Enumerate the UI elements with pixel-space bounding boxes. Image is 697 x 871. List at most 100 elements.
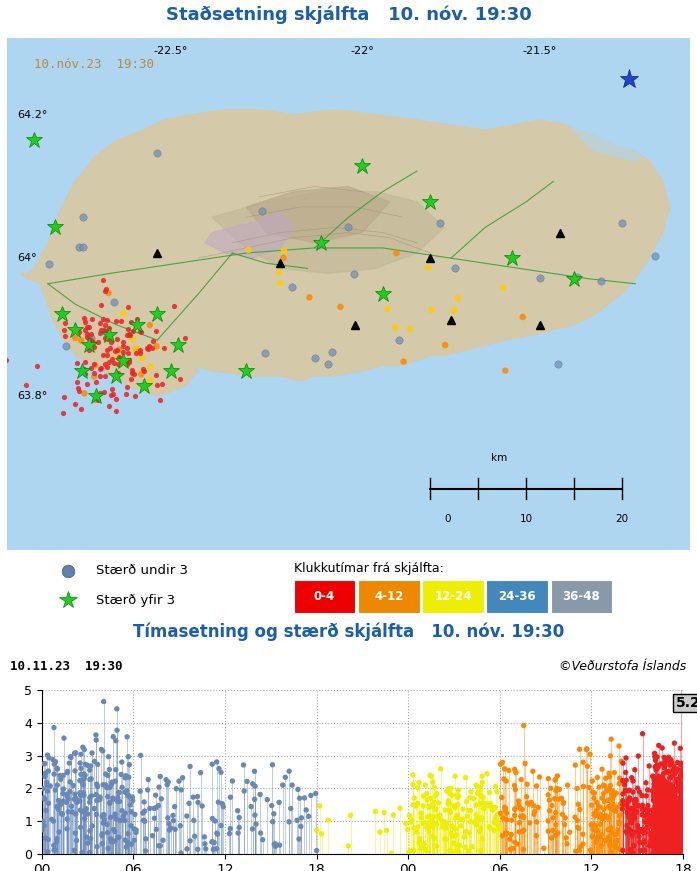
Point — [621, 773, 632, 787]
Point — [675, 797, 687, 811]
Point — [668, 760, 680, 773]
Point — [666, 822, 677, 836]
Point — [90, 358, 101, 372]
Point — [675, 798, 687, 812]
Point — [82, 377, 93, 391]
Point — [136, 351, 147, 365]
Point — [461, 809, 473, 823]
Point — [74, 384, 85, 398]
Point — [592, 831, 604, 845]
Point — [659, 795, 670, 809]
Point — [470, 798, 482, 812]
Point — [285, 801, 296, 815]
Point — [98, 322, 109, 336]
Point — [112, 791, 123, 805]
Point — [664, 792, 675, 806]
Point — [286, 280, 298, 294]
Point — [284, 764, 295, 778]
Point — [141, 341, 153, 355]
Point — [613, 814, 625, 828]
Point — [574, 802, 585, 816]
Point — [144, 318, 155, 332]
Point — [667, 802, 678, 816]
Point — [634, 830, 645, 844]
Point — [65, 775, 76, 789]
Point — [85, 361, 96, 375]
Point — [473, 787, 484, 800]
Point — [676, 803, 687, 817]
Point — [645, 837, 656, 851]
Point — [667, 830, 678, 844]
Point — [429, 795, 440, 809]
Point — [621, 825, 632, 839]
Point — [243, 243, 254, 257]
Point — [659, 829, 671, 843]
Point — [98, 816, 109, 830]
Point — [66, 800, 77, 814]
Point — [592, 823, 604, 837]
Point — [650, 788, 661, 802]
Point — [118, 307, 129, 321]
Point — [590, 819, 601, 833]
Point — [255, 826, 266, 840]
Point — [102, 343, 113, 357]
Point — [671, 840, 682, 854]
Point — [116, 780, 128, 794]
Point — [227, 774, 238, 788]
Point — [118, 809, 129, 823]
Point — [582, 760, 593, 773]
Point — [61, 822, 72, 836]
Point — [559, 818, 570, 832]
Point — [225, 790, 236, 804]
Point — [607, 792, 618, 806]
Point — [674, 840, 685, 854]
Point — [669, 795, 680, 809]
Point — [665, 778, 676, 792]
Point — [434, 217, 445, 231]
Point — [117, 339, 128, 353]
Point — [480, 798, 491, 812]
Point — [656, 776, 667, 790]
Point — [102, 348, 113, 362]
Point — [127, 333, 138, 347]
Point — [640, 826, 651, 840]
Point — [661, 841, 673, 855]
Point — [639, 843, 650, 857]
Point — [675, 779, 686, 793]
Point — [450, 811, 461, 825]
Point — [71, 375, 82, 389]
Point — [91, 733, 102, 747]
Point — [128, 822, 139, 836]
Point — [503, 763, 514, 777]
Point — [677, 820, 688, 834]
Point — [524, 816, 535, 830]
Point — [655, 757, 666, 771]
Point — [592, 824, 603, 838]
Point — [666, 807, 677, 821]
Point — [79, 772, 90, 786]
Point — [677, 818, 689, 832]
Point — [427, 810, 438, 824]
Point — [661, 801, 673, 815]
Point — [627, 785, 638, 799]
Point — [91, 728, 102, 742]
Point — [495, 757, 506, 771]
Point — [69, 787, 80, 801]
Point — [452, 788, 463, 802]
Point — [648, 837, 659, 851]
Point — [670, 806, 681, 820]
Point — [658, 784, 669, 798]
Point — [598, 778, 609, 792]
Point — [647, 820, 658, 834]
Polygon shape — [212, 192, 444, 273]
Point — [677, 811, 689, 825]
Point — [669, 841, 680, 855]
Point — [656, 841, 667, 854]
Point — [659, 819, 670, 833]
Point — [664, 788, 675, 802]
Point — [77, 775, 88, 789]
Point — [663, 795, 674, 809]
Point — [149, 811, 160, 825]
Point — [440, 338, 451, 352]
Point — [630, 804, 641, 818]
